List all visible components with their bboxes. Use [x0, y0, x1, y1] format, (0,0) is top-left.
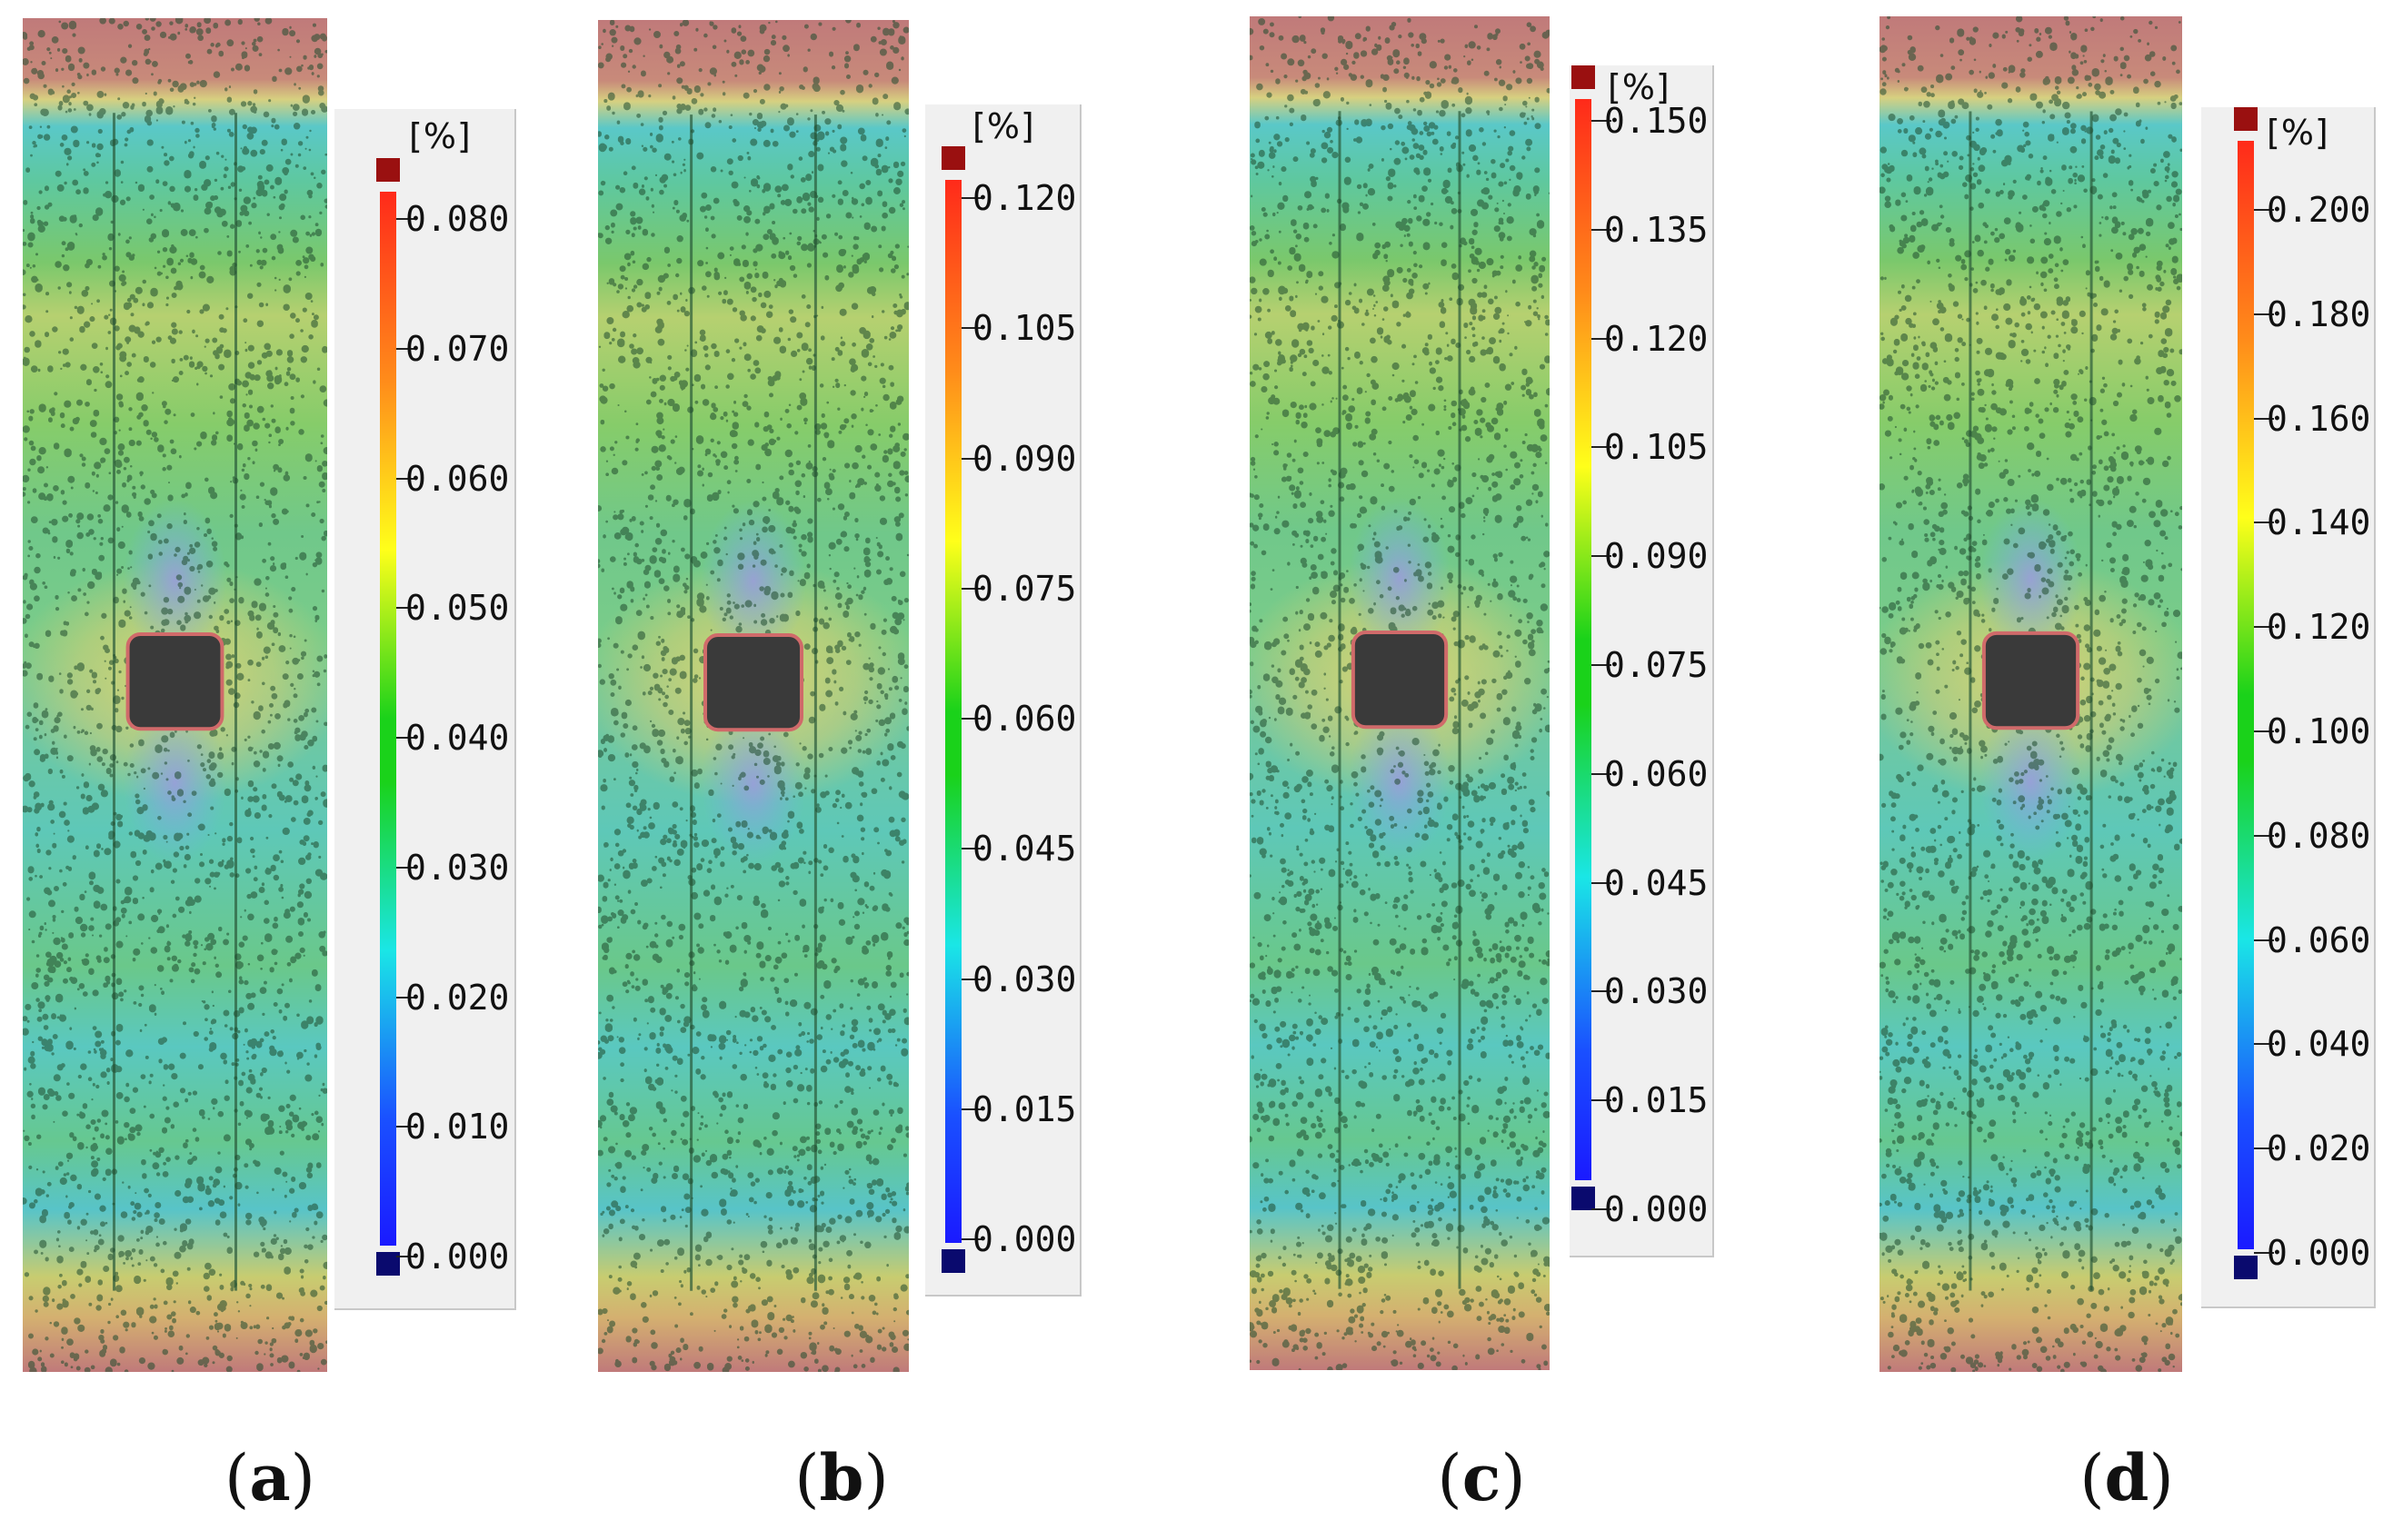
colorbar-a: [%] 0.080 0.070 0.060 0.050 0.040 0.030 0.020 0… [334, 109, 516, 1310]
colorbar-tick-label-a: 0.050 [405, 591, 509, 625]
colorbar-tick-label-d: 0.040 [2267, 1027, 2370, 1061]
caption-a: (a) [179, 1440, 361, 1515]
colorbar-tick-label-c: 0.000 [1604, 1192, 1708, 1227]
strain-field-b [598, 20, 909, 1372]
colorbar-unit-b: [%] [972, 106, 1035, 146]
colorbar-tick-label-a: 0.030 [405, 850, 509, 885]
specimen-image-b [598, 20, 909, 1372]
colorbar-gradient-c [1572, 96, 1594, 1183]
colorbar-tick-label-c: 0.105 [1604, 430, 1708, 464]
colorbar-tick-label-d: 0.200 [2267, 193, 2370, 227]
colorbar-tick-label-a: 0.020 [405, 980, 509, 1015]
colorbar-tick-label-a: 0.070 [405, 332, 509, 366]
colorbar-tick-label-b: 0.015 [972, 1092, 1076, 1127]
colorbar-gradient-b [942, 177, 964, 1246]
strain-field-a [23, 18, 327, 1372]
colorbar-tick-label-c: 0.150 [1604, 104, 1708, 138]
colorbar-tick-label-a: 0.080 [405, 202, 509, 236]
colorbar-tick-label-c: 0.030 [1604, 974, 1708, 1008]
colorbar-max-swatch-c [1571, 65, 1595, 89]
colorbar-tick-label-d: 0.080 [2267, 819, 2370, 853]
colorbar-tick-label-b: 0.030 [972, 962, 1076, 997]
colorbar-tick-label-b: 0.060 [972, 701, 1076, 736]
colorbar-tick-label-d: 0.140 [2267, 505, 2370, 540]
colorbar-tick-label-a: 0.010 [405, 1109, 509, 1144]
colorbar-unit-d: [%] [2267, 113, 2329, 153]
specimen-hole-b [705, 635, 802, 730]
caption-d: (d) [2036, 1440, 2218, 1515]
colorbar-tick-label-d: 0.060 [2267, 923, 2370, 958]
colorbar-tick-label-b: 0.120 [972, 181, 1076, 215]
colorbar-tick-label-c: 0.075 [1604, 648, 1708, 682]
colorbar-tick-label-b: 0.045 [972, 831, 1076, 866]
colorbar-c: [%] 0.150 0.135 0.120 0.105 0.090 0.075 0.060 0… [1570, 65, 1714, 1257]
strain-field-c [1250, 16, 1550, 1370]
specimen-image-a [23, 18, 327, 1372]
colorbar-tick-label-c: 0.015 [1604, 1083, 1708, 1118]
colorbar-tick-label-d: 0.160 [2267, 402, 2370, 436]
colorbar-max-swatch-a [376, 158, 400, 182]
specimen-hole-c [1353, 632, 1446, 727]
colorbar-tick-label-b: 0.000 [972, 1222, 1076, 1257]
colorbar-tick-label-c: 0.135 [1604, 213, 1708, 247]
colorbar-min-swatch-d [2234, 1256, 2258, 1279]
colorbar-b: [%] 0.120 0.105 0.090 0.075 0.060 0.045 0.030 0… [925, 104, 1082, 1297]
colorbar-d: [%] 0.200 0.180 0.160 0.140 0.120 0.100 0.080 0… [2201, 107, 2376, 1308]
colorbar-max-swatch-b [942, 146, 965, 170]
specimen-image-c [1250, 16, 1550, 1370]
colorbar-tick-label-d: 0.100 [2267, 714, 2370, 749]
colorbar-min-swatch-c [1571, 1187, 1595, 1210]
specimen-hole-d [1984, 633, 2078, 728]
colorbar-tick-label-c: 0.090 [1604, 539, 1708, 573]
colorbar-tick-label-b: 0.075 [972, 571, 1076, 606]
colorbar-tick-label-b: 0.090 [972, 442, 1076, 476]
caption-c: (c) [1391, 1440, 1572, 1515]
colorbar-tick-label-d: 0.180 [2267, 297, 2370, 332]
colorbar-tick-label-d: 0.120 [2267, 610, 2370, 644]
colorbar-min-swatch-b [942, 1249, 965, 1273]
colorbar-tick-label-d: 0.020 [2267, 1131, 2370, 1166]
colorbar-tick-label-a: 0.040 [405, 720, 509, 755]
colorbar-tick-label-c: 0.045 [1604, 866, 1708, 900]
colorbar-gradient-d [2235, 138, 2257, 1252]
strain-field-d [1879, 16, 2182, 1372]
colorbar-max-swatch-d [2234, 107, 2258, 131]
specimen-hole-a [128, 634, 223, 729]
caption-b: (b) [751, 1440, 932, 1515]
colorbar-tick-label-a: 0.060 [405, 462, 509, 496]
colorbar-tick-label-c: 0.120 [1604, 322, 1708, 356]
colorbar-unit-a: [%] [409, 116, 472, 156]
colorbar-tick-label-b: 0.105 [972, 311, 1076, 345]
colorbar-tick-label-d: 0.000 [2267, 1236, 2370, 1270]
colorbar-tick-label-a: 0.000 [405, 1239, 509, 1274]
colorbar-tick-label-c: 0.060 [1604, 757, 1708, 791]
specimen-image-d [1879, 16, 2182, 1372]
